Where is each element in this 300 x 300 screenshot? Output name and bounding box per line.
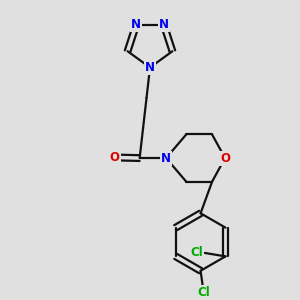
Text: O: O	[110, 151, 120, 164]
Text: Cl: Cl	[197, 286, 210, 299]
Text: N: N	[145, 61, 155, 74]
Text: N: N	[131, 18, 141, 32]
Text: O: O	[220, 152, 230, 165]
Text: N: N	[161, 152, 171, 165]
Text: Cl: Cl	[190, 246, 203, 260]
Text: N: N	[159, 18, 169, 32]
